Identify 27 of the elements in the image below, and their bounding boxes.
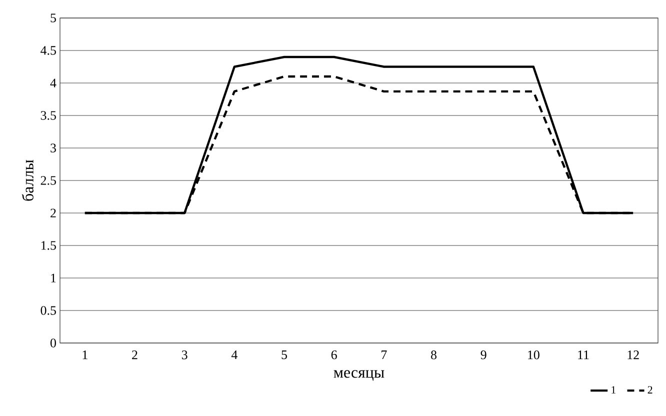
x-tick-label: 6 xyxy=(331,350,337,360)
x-tick-label: 2 xyxy=(132,350,138,360)
x-tick-label: 12 xyxy=(628,350,639,360)
y-tick-label: 5 xyxy=(50,14,56,22)
y-tick-label: 2.5 xyxy=(40,176,56,185)
x-tick-label: 11 xyxy=(578,350,589,360)
y-tick-label: 1.5 xyxy=(41,241,56,250)
x-tick-label: 4 xyxy=(231,350,238,360)
y-tick-label: 2 xyxy=(50,208,56,218)
legend-label: 1 xyxy=(612,386,616,394)
x-tick-label: 8 xyxy=(431,350,436,360)
y-tick-label: 4.5 xyxy=(40,46,56,55)
y-tick-label: 4 xyxy=(50,78,56,88)
x-axis-title: месяцы xyxy=(334,370,384,381)
y-tick-label: 3.5 xyxy=(40,111,56,120)
y-axis-title: баллы xyxy=(22,160,34,201)
x-tick-label: 3 xyxy=(182,350,188,360)
x-tick-label: 5 xyxy=(282,350,287,360)
y-tick-label: 1 xyxy=(51,274,56,282)
x-tick-label: 7 xyxy=(382,350,387,359)
y-tick-label: 0.5 xyxy=(40,306,56,315)
y-tick-label: 0 xyxy=(50,338,56,348)
y-tick-label: 3 xyxy=(50,144,56,152)
legend-label: 2 xyxy=(648,386,652,394)
x-tick-label: 10 xyxy=(528,350,540,360)
x-tick-label: 9 xyxy=(480,350,486,360)
x-tick-label: 1 xyxy=(82,350,88,360)
